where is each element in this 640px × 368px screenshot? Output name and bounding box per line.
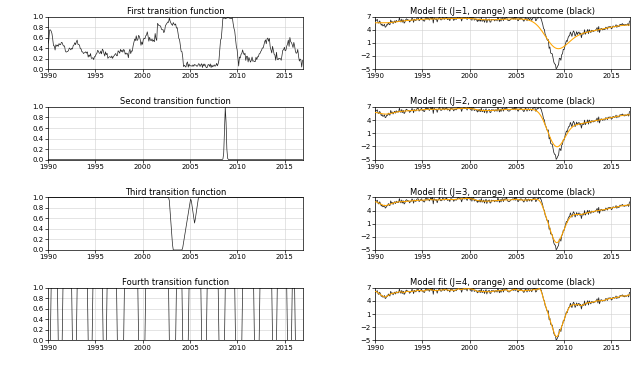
Title: Model fit (J=3, orange) and outcome (black): Model fit (J=3, orange) and outcome (bla…	[410, 188, 595, 197]
Title: Third transition function: Third transition function	[125, 188, 227, 197]
Title: Fourth transition function: Fourth transition function	[122, 278, 229, 287]
Title: Second transition function: Second transition function	[120, 97, 231, 106]
Title: First transition function: First transition function	[127, 7, 225, 16]
Title: Model fit (J=2, orange) and outcome (black): Model fit (J=2, orange) and outcome (bla…	[410, 97, 595, 106]
Title: Model fit (J=1, orange) and outcome (black): Model fit (J=1, orange) and outcome (bla…	[410, 7, 595, 16]
Title: Model fit (J=4, orange) and outcome (black): Model fit (J=4, orange) and outcome (bla…	[410, 278, 595, 287]
